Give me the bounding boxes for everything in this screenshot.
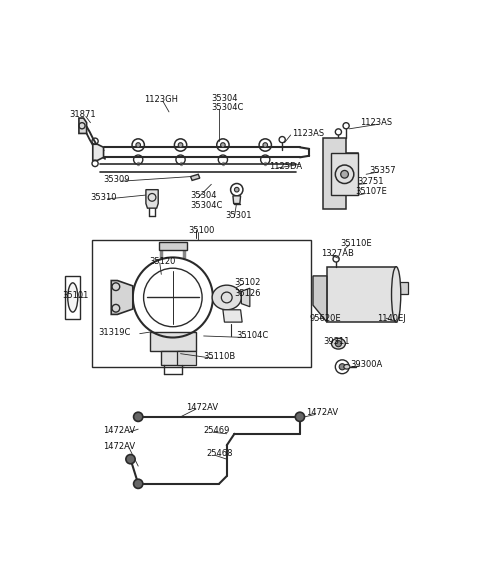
Bar bbox=[65, 276, 81, 319]
Text: 35110B: 35110B bbox=[204, 352, 236, 361]
Text: 35304C: 35304C bbox=[211, 103, 244, 112]
Text: 35357: 35357 bbox=[369, 166, 396, 175]
Polygon shape bbox=[93, 144, 104, 161]
Text: 1327AB: 1327AB bbox=[322, 249, 354, 258]
Ellipse shape bbox=[392, 267, 401, 322]
Ellipse shape bbox=[68, 283, 78, 312]
Text: 1472AV: 1472AV bbox=[186, 403, 218, 412]
Text: 1472AV: 1472AV bbox=[104, 426, 136, 435]
Circle shape bbox=[234, 188, 239, 192]
Polygon shape bbox=[233, 196, 240, 203]
Polygon shape bbox=[79, 118, 86, 134]
Bar bbox=[92, 240, 312, 367]
Text: 39300A: 39300A bbox=[350, 360, 382, 369]
Circle shape bbox=[263, 143, 267, 147]
Text: 32751: 32751 bbox=[358, 178, 384, 186]
Text: 35304: 35304 bbox=[191, 192, 217, 200]
Ellipse shape bbox=[332, 338, 345, 349]
Text: 35102: 35102 bbox=[234, 278, 261, 287]
Polygon shape bbox=[331, 154, 358, 195]
Bar bbox=[161, 352, 184, 365]
Text: 25468: 25468 bbox=[206, 449, 232, 458]
Polygon shape bbox=[241, 288, 250, 306]
Polygon shape bbox=[146, 190, 158, 208]
Circle shape bbox=[341, 171, 348, 178]
Circle shape bbox=[136, 143, 141, 147]
Circle shape bbox=[178, 143, 183, 147]
Bar bbox=[150, 332, 196, 352]
Bar bbox=[327, 267, 396, 322]
Text: 35304C: 35304C bbox=[191, 200, 223, 210]
Circle shape bbox=[336, 340, 341, 347]
Text: 39311: 39311 bbox=[323, 337, 349, 346]
Text: 1123GH: 1123GH bbox=[144, 95, 179, 104]
Text: 35101: 35101 bbox=[63, 291, 89, 299]
Polygon shape bbox=[223, 310, 242, 322]
Circle shape bbox=[221, 143, 225, 147]
Polygon shape bbox=[111, 281, 133, 315]
Circle shape bbox=[133, 479, 143, 488]
Bar bbox=[398, 282, 408, 294]
Circle shape bbox=[126, 455, 135, 464]
Polygon shape bbox=[313, 276, 327, 322]
Text: 95620E: 95620E bbox=[309, 314, 341, 323]
Text: 35104C: 35104C bbox=[237, 332, 269, 340]
Text: 1472AV: 1472AV bbox=[104, 442, 136, 451]
Circle shape bbox=[339, 364, 345, 370]
Text: 35304: 35304 bbox=[211, 94, 238, 103]
Text: 25469: 25469 bbox=[204, 426, 230, 435]
Ellipse shape bbox=[212, 285, 241, 310]
Text: 35309: 35309 bbox=[104, 175, 130, 184]
Text: 1472AV: 1472AV bbox=[306, 408, 338, 417]
Text: 31319C: 31319C bbox=[98, 328, 131, 336]
Text: 35107E: 35107E bbox=[355, 188, 387, 196]
Text: 35110E: 35110E bbox=[340, 239, 372, 248]
Circle shape bbox=[133, 412, 143, 421]
Text: 35126: 35126 bbox=[234, 289, 261, 298]
Text: 31871: 31871 bbox=[69, 111, 96, 120]
Polygon shape bbox=[191, 174, 200, 180]
Circle shape bbox=[295, 412, 304, 421]
Text: 35100: 35100 bbox=[188, 226, 215, 235]
Text: 35120: 35120 bbox=[150, 257, 176, 266]
Bar bbox=[159, 242, 187, 250]
Text: 1123AS: 1123AS bbox=[360, 118, 392, 127]
Text: 35310: 35310 bbox=[90, 193, 117, 202]
Text: 1123AS: 1123AS bbox=[292, 129, 324, 138]
Ellipse shape bbox=[344, 364, 350, 369]
Text: 35301: 35301 bbox=[225, 210, 252, 220]
Text: 1125DA: 1125DA bbox=[269, 162, 302, 171]
Text: 1140EJ: 1140EJ bbox=[377, 314, 406, 323]
Polygon shape bbox=[323, 138, 358, 209]
Bar bbox=[177, 352, 196, 365]
